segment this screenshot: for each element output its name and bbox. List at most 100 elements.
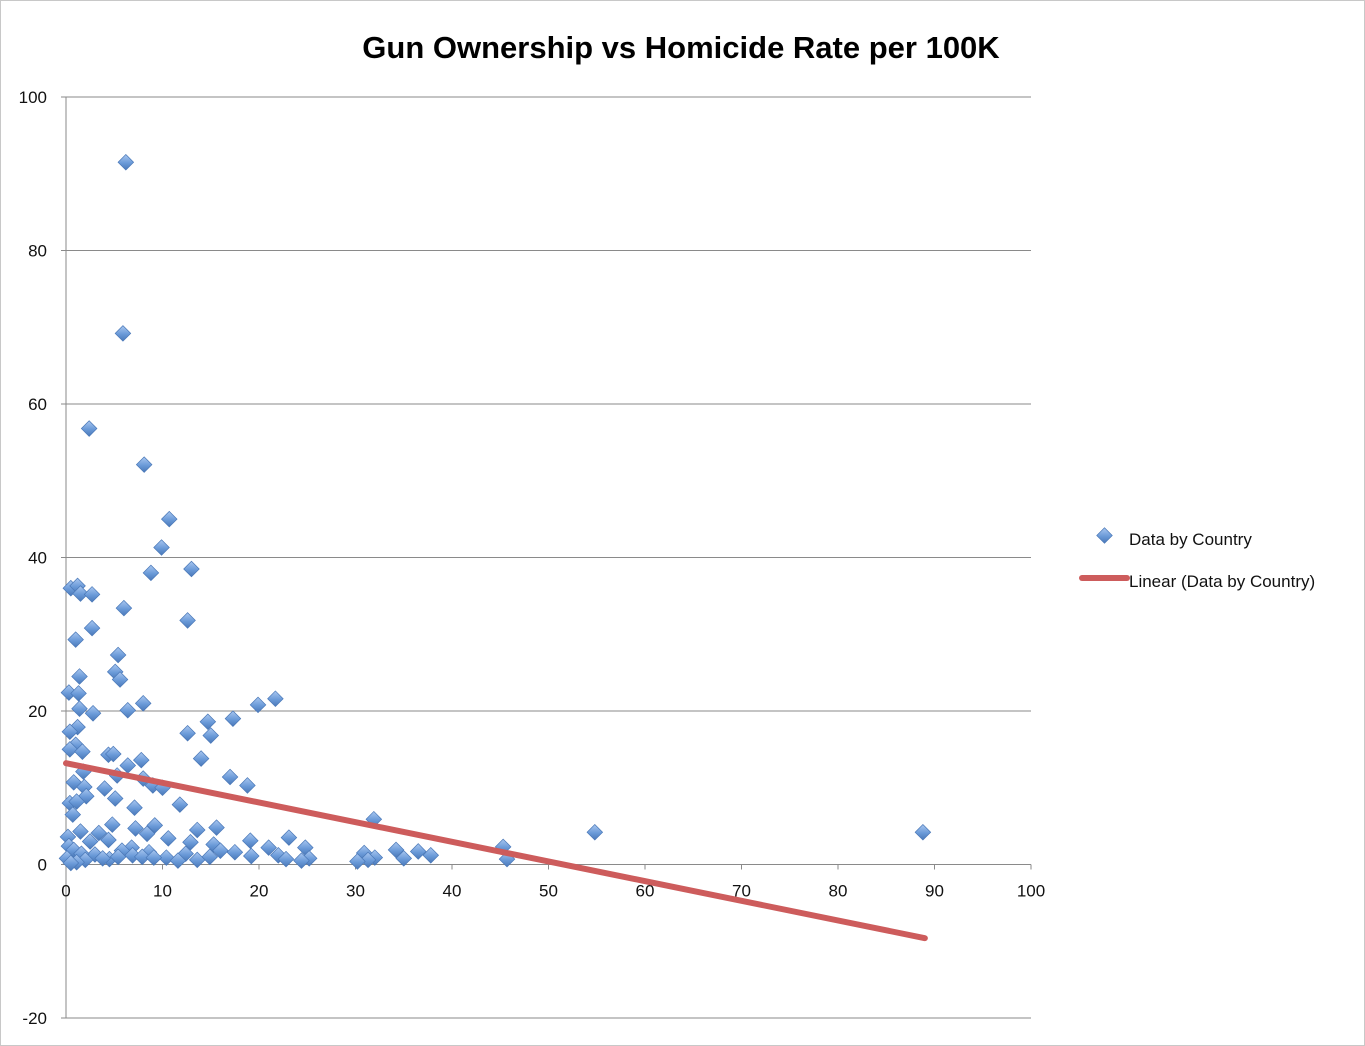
data-point bbox=[212, 842, 229, 859]
data-point bbox=[293, 852, 310, 869]
legend-label-data: Data by Country bbox=[1129, 530, 1252, 549]
grid-lines bbox=[66, 96, 1031, 1019]
data-point bbox=[914, 823, 932, 841]
data-point bbox=[387, 841, 405, 859]
data-point bbox=[109, 848, 127, 866]
trendline bbox=[63, 760, 928, 942]
y-tick-label: 60 bbox=[28, 395, 47, 414]
data-point bbox=[160, 830, 177, 847]
y-tick-label: 40 bbox=[28, 549, 47, 568]
data-point bbox=[146, 817, 164, 834]
data-point bbox=[586, 823, 604, 841]
data-point bbox=[199, 713, 217, 731]
data-point bbox=[349, 853, 366, 870]
data-point bbox=[260, 839, 277, 856]
data-point bbox=[359, 851, 377, 869]
data-point bbox=[61, 741, 79, 758]
y-tick-label: -20 bbox=[22, 1009, 47, 1028]
data-point bbox=[71, 668, 88, 685]
data-point bbox=[160, 510, 178, 528]
data-point bbox=[71, 700, 88, 717]
data-point bbox=[83, 619, 101, 637]
data-point bbox=[119, 701, 137, 719]
data-point bbox=[109, 646, 127, 664]
data-point bbox=[138, 825, 156, 843]
data-point bbox=[202, 727, 220, 744]
x-tick-label: 50 bbox=[539, 882, 558, 901]
data-point bbox=[192, 750, 210, 767]
x-tick-label: 30 bbox=[346, 882, 365, 901]
data-point bbox=[132, 751, 150, 769]
data-point bbox=[133, 848, 151, 866]
data-point bbox=[83, 586, 101, 603]
data-point bbox=[115, 599, 133, 617]
data-point bbox=[188, 821, 206, 839]
data-point bbox=[67, 631, 84, 648]
data-point bbox=[126, 799, 143, 816]
data-point bbox=[158, 849, 175, 866]
data-point bbox=[208, 819, 225, 836]
data-point bbox=[68, 793, 85, 810]
data-point bbox=[221, 768, 239, 786]
data-point bbox=[62, 854, 80, 872]
data-point bbox=[226, 843, 244, 861]
data-point bbox=[277, 850, 295, 868]
data-point bbox=[179, 724, 196, 742]
legend-diamond-marker bbox=[1096, 527, 1113, 544]
data-point bbox=[114, 325, 132, 342]
data-point bbox=[249, 696, 267, 714]
x-tick-label: 40 bbox=[443, 882, 462, 901]
data-point bbox=[182, 833, 199, 851]
data-point bbox=[84, 705, 102, 722]
data-point bbox=[106, 790, 124, 807]
data-point bbox=[183, 560, 200, 578]
y-tick-label: 80 bbox=[28, 242, 47, 261]
x-tick-label: 80 bbox=[829, 882, 848, 901]
data-point bbox=[104, 816, 121, 833]
data-point bbox=[179, 612, 196, 629]
data-point bbox=[64, 806, 82, 823]
data-point bbox=[80, 420, 98, 437]
data-point bbox=[242, 832, 259, 849]
x-tick-label: 100 bbox=[1017, 882, 1045, 901]
tick-labels: 100 80 60 40 20 0 -20 0 10 20 30 40 50 60 70 80 90 100 bbox=[19, 88, 1046, 1028]
x-tick-label: 20 bbox=[250, 882, 269, 901]
data-point bbox=[74, 743, 91, 760]
y-tick-label: 20 bbox=[28, 702, 47, 721]
data-point bbox=[94, 850, 111, 867]
data-point bbox=[96, 780, 113, 797]
data-point bbox=[188, 851, 206, 869]
data-point bbox=[169, 852, 187, 869]
data-point bbox=[60, 684, 78, 701]
data-point bbox=[280, 829, 298, 846]
data-point bbox=[422, 847, 440, 864]
data-point bbox=[171, 796, 189, 813]
y-tick-label: 0 bbox=[38, 856, 47, 875]
data-point bbox=[142, 564, 160, 582]
data-point bbox=[111, 671, 129, 688]
data-point bbox=[145, 849, 163, 866]
x-tick-label: 70 bbox=[732, 882, 751, 901]
data-point bbox=[134, 695, 152, 712]
data-point bbox=[100, 831, 117, 849]
data-point bbox=[153, 539, 170, 556]
data-point bbox=[90, 824, 108, 842]
data-point bbox=[119, 757, 137, 774]
legend: Data by Country Linear (Data by Country) bbox=[1079, 527, 1315, 591]
data-point bbox=[70, 685, 87, 702]
data-point bbox=[395, 850, 413, 867]
x-tick-label: 0 bbox=[61, 882, 70, 901]
data-point bbox=[267, 690, 284, 707]
legend-label-trend: Linear (Data by Country) bbox=[1129, 572, 1315, 591]
y-tick-label: 100 bbox=[19, 88, 47, 107]
data-point bbox=[72, 585, 89, 602]
x-tick-label: 10 bbox=[153, 882, 172, 901]
data-point bbox=[201, 848, 219, 866]
data-point bbox=[224, 710, 242, 727]
x-tick-label: 90 bbox=[925, 882, 944, 901]
data-point bbox=[81, 833, 99, 850]
data-point bbox=[105, 745, 122, 763]
data-point bbox=[239, 777, 256, 794]
